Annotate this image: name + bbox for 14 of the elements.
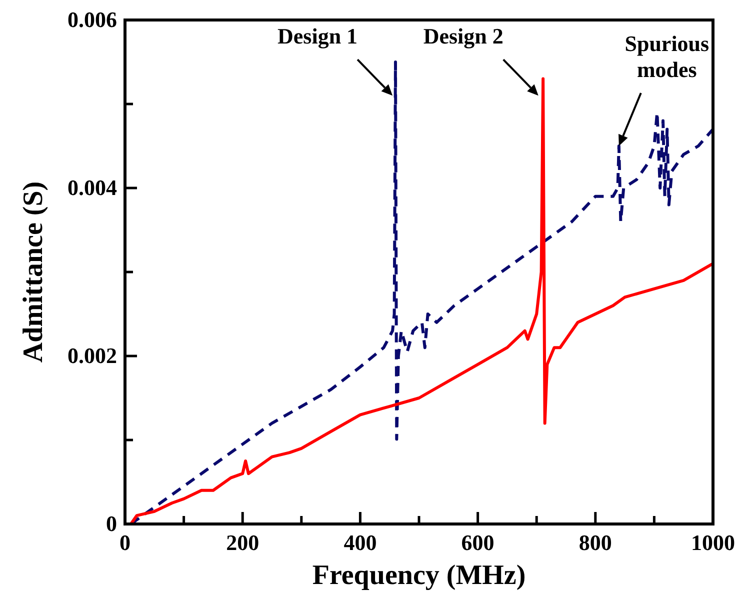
x-tick-label: 400: [344, 530, 377, 555]
x-tick-label: 200: [226, 530, 260, 555]
annotation: Design 1: [278, 24, 358, 49]
y-tick-label: 0.002: [68, 343, 117, 368]
x-tick-label: 800: [578, 530, 612, 555]
y-tick-label: 0.006: [68, 7, 117, 32]
y-axis-title: Admittance (S): [18, 181, 49, 363]
annotation: Design 2: [423, 24, 504, 49]
x-axis-title: Frequency (MHz): [312, 560, 526, 591]
y-tick-label: 0: [106, 511, 117, 536]
y-tick-label: 0.004: [68, 175, 117, 200]
x-tick-label: 600: [461, 530, 494, 555]
x-tick-label: 1000: [691, 530, 735, 555]
annotation: Spurious modes: [624, 31, 710, 82]
